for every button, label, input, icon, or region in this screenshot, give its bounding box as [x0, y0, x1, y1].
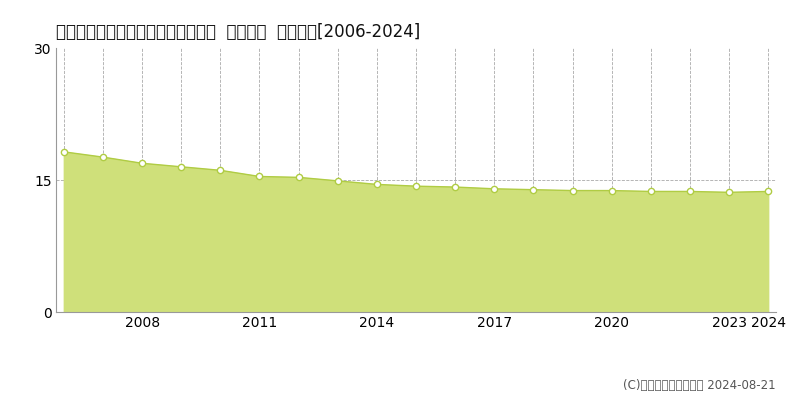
Text: 福井県越前市深草１丁目４８番３外  地価公示  地価推移[2006-2024]: 福井県越前市深草１丁目４８番３外 地価公示 地価推移[2006-2024]: [56, 23, 420, 41]
Text: (C)土地価格ドットコム 2024-08-21: (C)土地価格ドットコム 2024-08-21: [623, 379, 776, 392]
